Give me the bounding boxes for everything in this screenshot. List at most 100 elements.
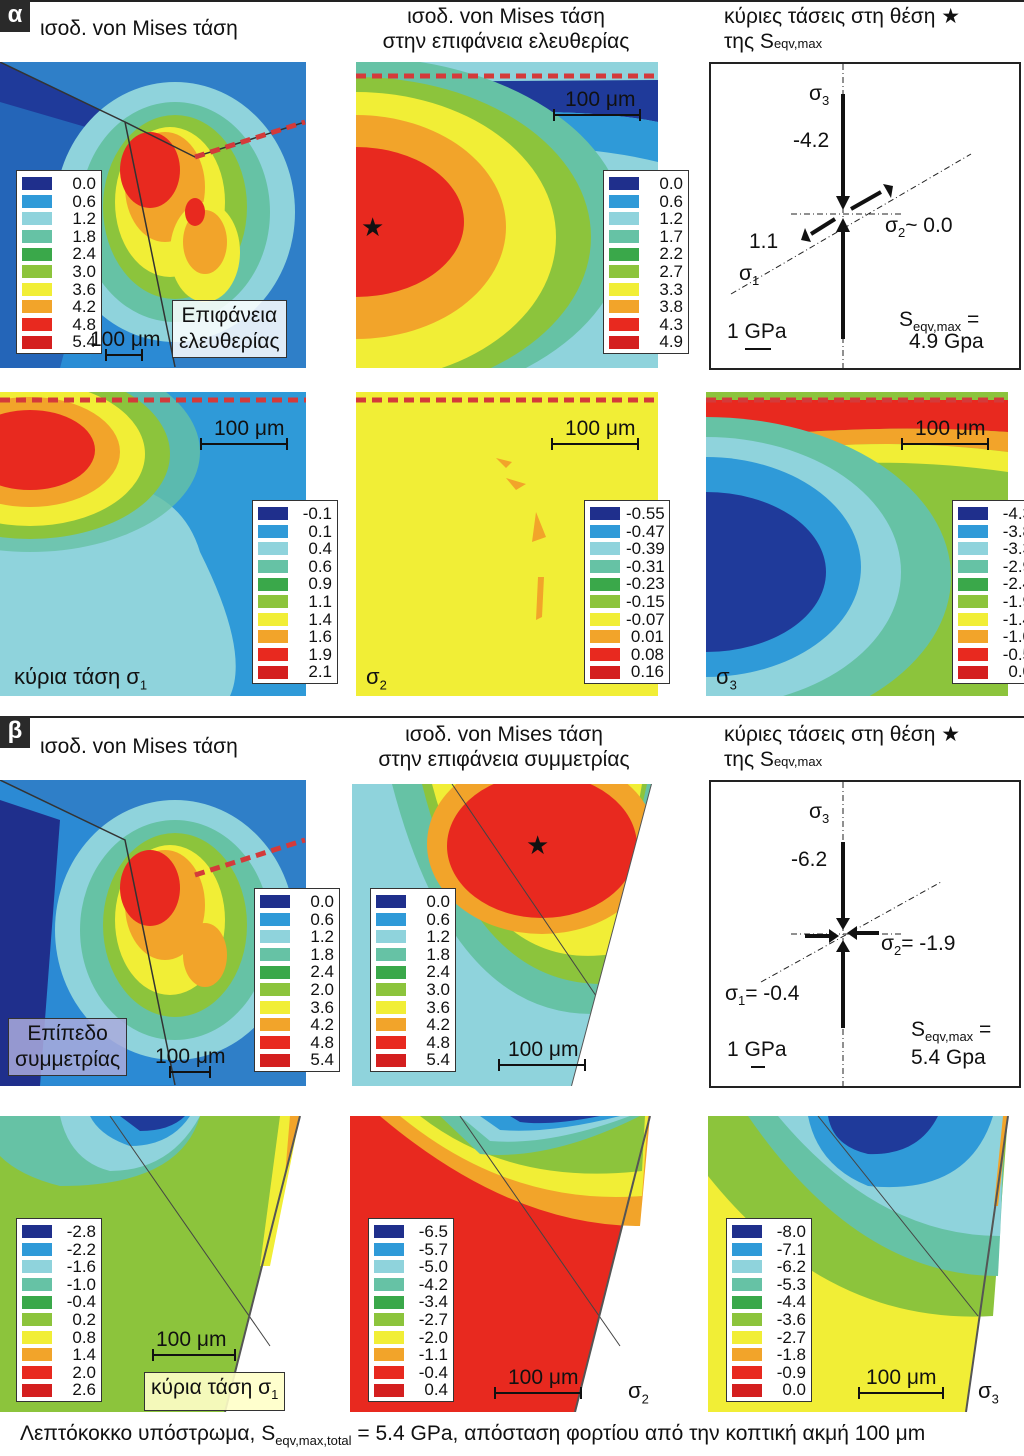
legend-swatch — [22, 1242, 52, 1256]
legend-value: 2.0 — [310, 979, 334, 999]
legend-swatch — [590, 648, 620, 662]
legend-value: 4.8 — [426, 1032, 450, 1052]
legend-row: 1.7 — [609, 228, 683, 246]
legend-value: -7.1 — [776, 1239, 806, 1259]
legend-swatch — [958, 560, 988, 574]
legend-swatch — [732, 1366, 762, 1380]
legend-swatch — [376, 912, 406, 926]
legend-row: 1.8 — [22, 228, 96, 246]
legend-swatch — [590, 595, 620, 609]
legend-swatch — [22, 177, 52, 191]
star-a: ★ — [361, 212, 385, 242]
legend-swatch — [609, 212, 639, 226]
legend-row: 3.6 — [22, 280, 96, 299]
legend-swatch — [258, 577, 288, 591]
legend-row: -4.3 — [958, 505, 1024, 523]
legend-value: 0.6 — [310, 909, 334, 929]
legend-row: 2.1 — [258, 663, 332, 681]
legend-swatch — [732, 1260, 762, 1274]
label-b-s2: σ2 — [628, 1378, 649, 1407]
legend-swatch — [732, 1225, 762, 1239]
legend-row: -2.9 — [958, 558, 1024, 576]
legend-value: -0.07 — [626, 609, 665, 629]
legend-value: 1.6 — [308, 627, 332, 647]
legend-row: -6.5 — [374, 1223, 448, 1241]
legend-row: -0.4 — [374, 1364, 448, 1382]
box-b-line1: Επίπεδο — [27, 1022, 108, 1045]
scale-b-s1: 100 μm — [152, 1328, 236, 1361]
legend-swatch — [374, 1242, 404, 1256]
scale-a-s2-text: 100 μm — [565, 417, 636, 440]
legend-value: -5.0 — [418, 1257, 448, 1277]
scale-a-s1: 100 μm — [200, 417, 288, 450]
legend-value: 0.0 — [782, 1380, 806, 1400]
legend-swatch — [22, 1313, 52, 1327]
legend-swatch — [376, 1053, 406, 1067]
legend-value: 1.2 — [72, 209, 96, 229]
legend-swatch — [22, 265, 52, 279]
legend-value: -5.3 — [776, 1274, 806, 1294]
legend-swatch — [590, 507, 620, 521]
legend-swatch — [258, 560, 288, 574]
legend-value: 2.1 — [308, 662, 332, 682]
legend-swatch — [22, 282, 52, 296]
legend-swatch — [376, 1036, 406, 1050]
legend-swatch — [958, 612, 988, 626]
legend-row: -0.31 — [590, 558, 665, 576]
legend-value: 3.0 — [72, 261, 96, 281]
legend-value: -2.7 — [776, 1327, 806, 1347]
label-b-s1: κύρια τάση σ1 — [144, 1372, 286, 1412]
legend-swatch — [258, 648, 288, 662]
legend-a-s2: -0.55 -0.47 -0.39 -0.31 -0.23 -0.15 -0.07 0.01 0… — [584, 500, 670, 684]
legend-b-s2: -6.5 -5.7 -5.0 -4.2 -3.4 -2.7 -2.0 -1.1 -0.4 0.4 — [368, 1218, 454, 1402]
legend-value: 0.6 — [308, 556, 332, 576]
legend-swatch — [609, 194, 639, 208]
legend-row: 1.1 — [258, 593, 332, 611]
title-b-col1: ισοδ. von Mises τάση — [40, 735, 238, 758]
legend-value: 0.4 — [424, 1380, 448, 1400]
legend-row: 2.4 — [22, 245, 96, 263]
legend-value: -1.1 — [418, 1345, 448, 1365]
legend-value: 2.7 — [659, 261, 683, 281]
legend-value: -1.0 — [1002, 627, 1024, 647]
legend-row: 0.8 — [22, 1328, 96, 1347]
scale-a-vm-full: 100 μm — [90, 328, 160, 361]
legend-swatch — [22, 1383, 52, 1397]
legend-row: 0.6 — [376, 910, 450, 929]
label-a-s3: σ3 — [716, 664, 737, 693]
legend-swatch — [958, 630, 988, 644]
legend-swatch — [374, 1295, 404, 1309]
legend-value: -1.9 — [1002, 591, 1024, 611]
title-b-col2: ισοδ. von Mises τάση στην επιφάνεια συμμ… — [354, 722, 654, 772]
legend-value: 4.8 — [72, 314, 96, 334]
legend-swatch — [258, 542, 288, 556]
title-a-col3: κύριες τάσεις στη θέση ★ της Seqv,max — [724, 4, 960, 56]
legend-value: -1.4 — [1002, 609, 1024, 629]
legend-row: -1.4 — [958, 609, 1024, 629]
legend-swatch — [609, 282, 639, 296]
legend-row: -0.47 — [590, 522, 665, 541]
legend-row: -5.3 — [732, 1276, 806, 1294]
legend-swatch — [22, 1348, 52, 1362]
legend-row: 1.4 — [22, 1346, 96, 1364]
legend-row: -1.9 — [958, 593, 1024, 611]
legend-swatch — [958, 648, 988, 662]
legend-value: -2.0 — [418, 1327, 448, 1347]
legend-value: -1.6 — [66, 1257, 96, 1277]
legend-value: -3.6 — [776, 1309, 806, 1329]
legend-swatch — [376, 1018, 406, 1032]
legend-b-s1: -2.8 -2.2 -1.6 -1.0 -0.4 0.2 0.8 1.4 2.0 2.6 — [16, 1218, 102, 1402]
legend-value: -8.0 — [776, 1222, 806, 1241]
legend-swatch — [260, 895, 290, 909]
legend-row: -7.1 — [732, 1239, 806, 1259]
title-a-col3-line1: κύριες τάσεις στη θέση ★ — [724, 5, 961, 28]
label-a-s1: κύρια τάση σ1 — [14, 664, 148, 693]
scale-b-vm-full-text: 100 μm — [155, 1045, 226, 1068]
legend-row: -2.7 — [374, 1311, 448, 1329]
legend-swatch — [260, 1053, 290, 1067]
legend-row: -1.1 — [374, 1346, 448, 1364]
legend-row: 0.16 — [590, 663, 664, 681]
legend-value: -3.3 — [1002, 539, 1024, 559]
legend-swatch — [22, 1278, 52, 1292]
legend-row: 5.4 — [376, 1051, 450, 1069]
